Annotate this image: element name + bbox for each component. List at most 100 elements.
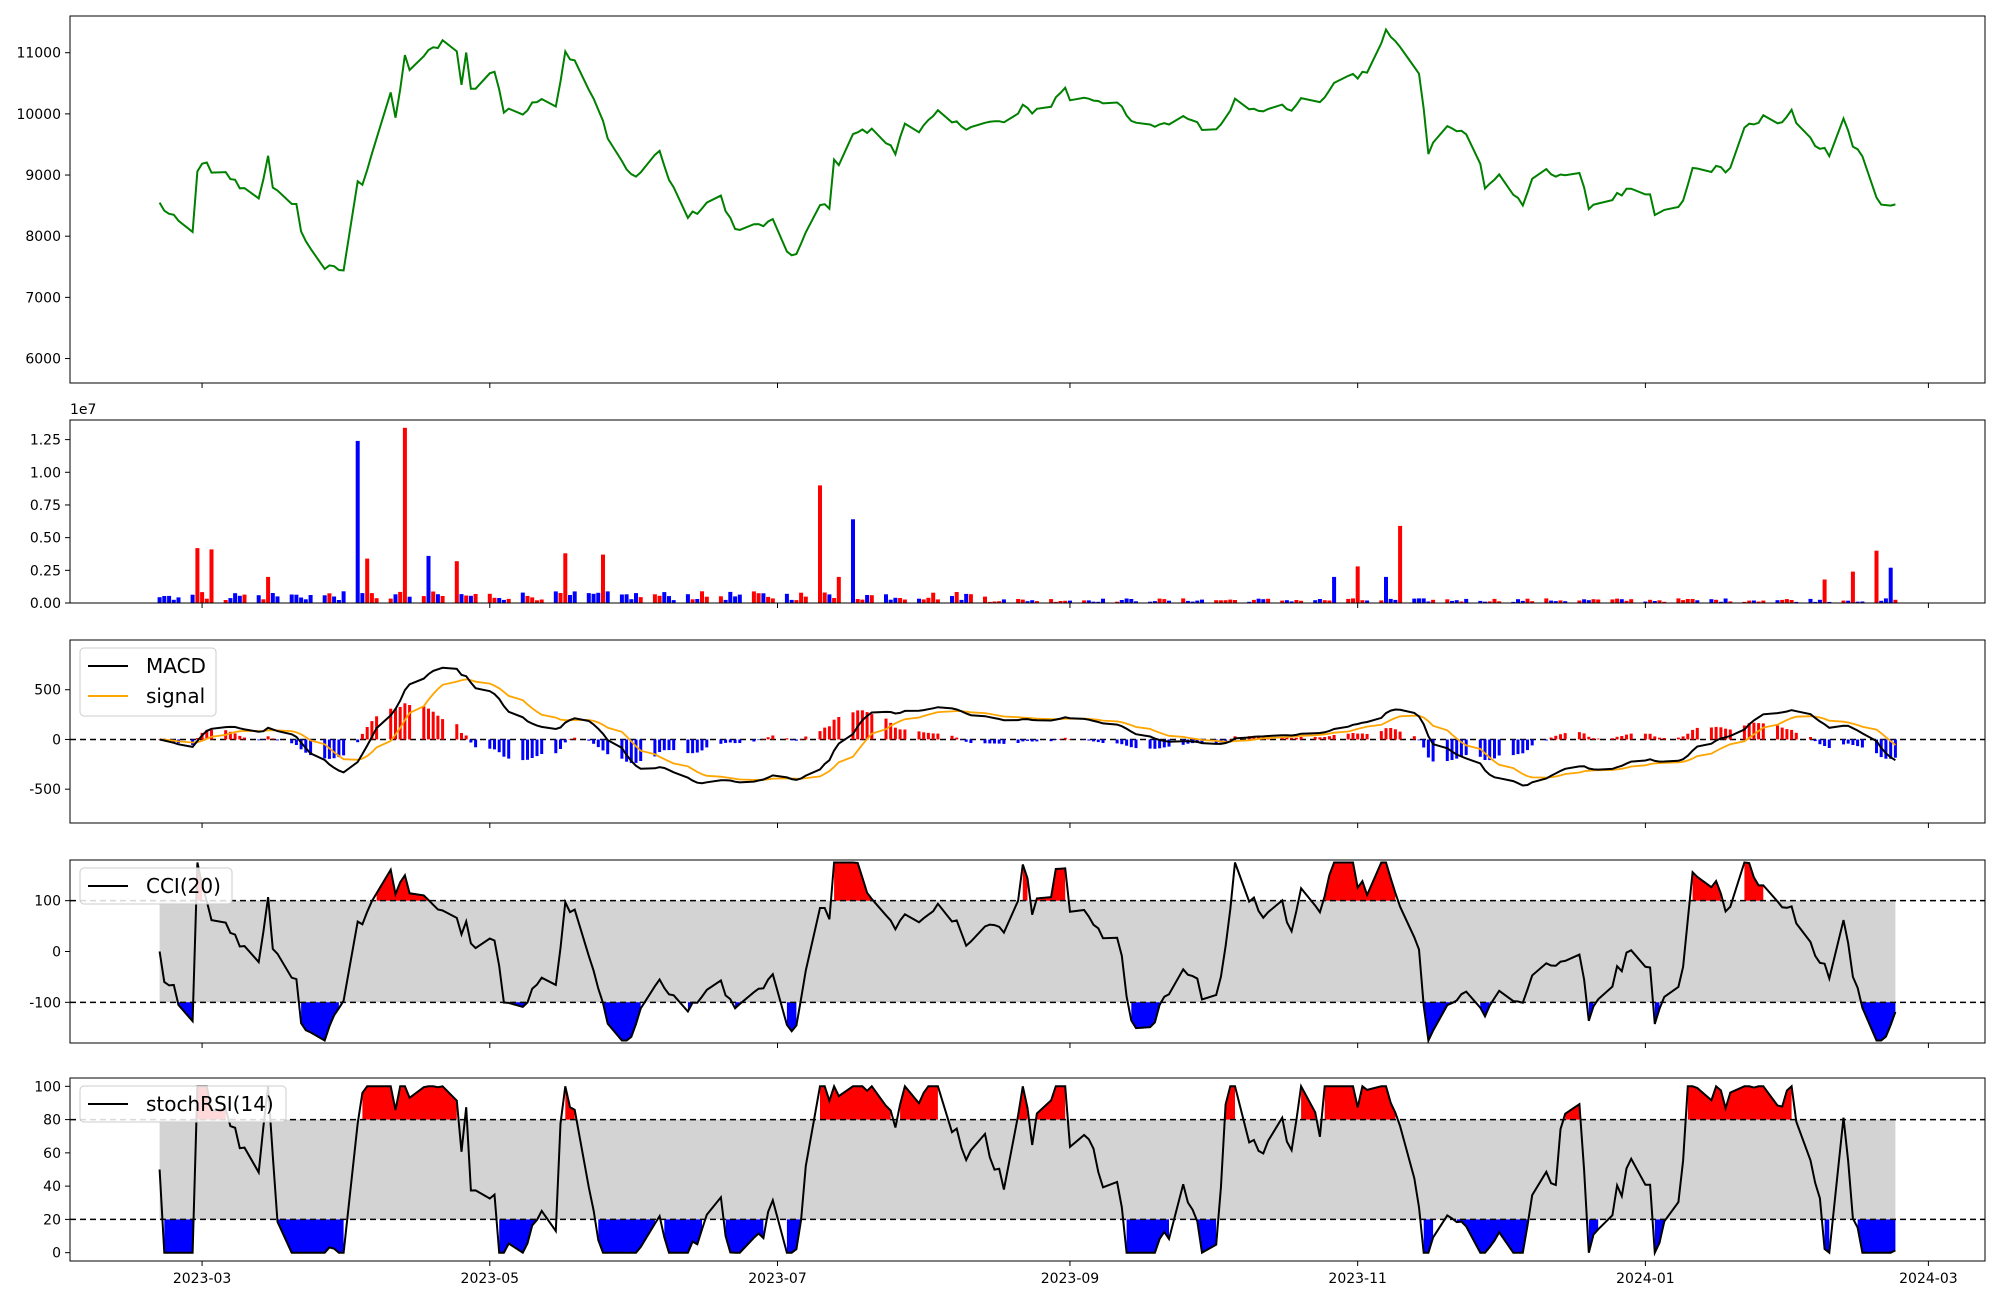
volume-bar bbox=[968, 594, 973, 603]
volume-bar bbox=[1068, 600, 1072, 603]
macd-histogram-bar bbox=[1577, 732, 1581, 740]
volume-bar bbox=[1525, 598, 1530, 603]
volume-bar bbox=[1148, 601, 1153, 603]
macd-histogram-bar bbox=[1087, 739, 1091, 741]
cci-neutral-band bbox=[159, 900, 1896, 1003]
macd-histogram-bar bbox=[785, 738, 789, 740]
macd-histogram-bar bbox=[573, 737, 577, 740]
stochrsi-overbought-fill bbox=[1036, 1086, 1066, 1120]
volume-ytick-label: 0.75 bbox=[30, 498, 61, 514]
volume-bar bbox=[539, 599, 544, 603]
x-tick-label: 2023-07 bbox=[748, 1271, 807, 1287]
volume-bar bbox=[1662, 601, 1667, 603]
macd-histogram-bar bbox=[488, 739, 492, 749]
volume-bar bbox=[865, 595, 870, 603]
cci-overbought-fill bbox=[834, 862, 872, 901]
volume-bar bbox=[992, 601, 997, 603]
volume-bar bbox=[1020, 599, 1025, 603]
macd-histogram-bar bbox=[1483, 739, 1487, 760]
volume-bar bbox=[1827, 601, 1832, 603]
macd-histogram-bar bbox=[686, 739, 690, 754]
volume-bar bbox=[1223, 600, 1228, 603]
volume-bar bbox=[520, 592, 525, 603]
macd-histogram-bar bbox=[1563, 733, 1567, 740]
macd-histogram-bar bbox=[893, 727, 897, 740]
volume-bar bbox=[492, 597, 497, 603]
macd-histogram-bar bbox=[1724, 728, 1728, 740]
macd-histogram-bar bbox=[667, 739, 671, 751]
volume-bar bbox=[1431, 599, 1436, 603]
volume-bar bbox=[393, 594, 398, 603]
volume-bar bbox=[402, 427, 407, 603]
macd-histogram-bar bbox=[464, 735, 468, 740]
volume-bar bbox=[1162, 599, 1167, 603]
volume-bar bbox=[997, 601, 1002, 603]
price-panel: 6000 7000 8000 9000 10000 11000 bbox=[16, 15, 1986, 384]
stochrsi-ytick-label: 40 bbox=[43, 1179, 61, 1195]
macd-histogram-bar bbox=[257, 739, 261, 741]
volume-bar bbox=[1652, 601, 1657, 603]
cci-ytick-label: -100 bbox=[29, 995, 61, 1011]
macd-histogram-bar bbox=[299, 739, 303, 750]
volume-ytick-label: 1.00 bbox=[30, 465, 61, 481]
macd-histogram-bar bbox=[563, 739, 567, 743]
volume-bar bbox=[1134, 601, 1138, 603]
volume-bar bbox=[299, 597, 304, 603]
macd-histogram-bar bbox=[1818, 739, 1822, 745]
macd-histogram-bar bbox=[587, 739, 591, 741]
volume-bar bbox=[1157, 598, 1162, 603]
macd-histogram-bar bbox=[837, 717, 841, 740]
volume-bar bbox=[176, 597, 181, 603]
stochrsi-axes-frame bbox=[69, 1077, 1986, 1262]
volume-bar bbox=[270, 593, 275, 603]
volume-bar bbox=[1322, 600, 1327, 603]
price-ytick-label: 8000 bbox=[25, 229, 61, 245]
cci-oversold-fill bbox=[1862, 1002, 1896, 1041]
volume-bar bbox=[1016, 599, 1021, 603]
macd-histogram-bar bbox=[1148, 739, 1152, 749]
price-axes-frame bbox=[69, 15, 1986, 384]
macd-histogram-bar bbox=[540, 739, 544, 754]
macd-histogram-bar bbox=[950, 735, 954, 740]
volume-bar bbox=[1544, 598, 1549, 603]
volume-bar bbox=[568, 595, 572, 603]
macd-histogram-bar bbox=[761, 738, 765, 740]
stochrsi-oversold-fill bbox=[1126, 1219, 1169, 1253]
x-axis: 2023-03 2023-05 2023-07 2023-09 2023-11 2024-… bbox=[173, 383, 1958, 1287]
macd-histogram-bar bbox=[931, 733, 935, 740]
macd-histogram-bar bbox=[238, 735, 242, 740]
macd-histogram-bar bbox=[1686, 733, 1690, 740]
price-line bbox=[158, 27, 1896, 272]
macd-histogram-bar bbox=[243, 737, 246, 740]
volume-bar bbox=[1723, 598, 1728, 603]
macd-histogram-bar bbox=[1860, 739, 1864, 748]
macd-histogram-bar bbox=[309, 739, 313, 756]
stochrsi-oversold-fill bbox=[499, 1219, 537, 1253]
macd-histogram-bar bbox=[1129, 739, 1133, 748]
stochrsi-oversold-fill bbox=[786, 1219, 802, 1253]
macd-histogram-bar bbox=[1559, 734, 1562, 740]
macd-histogram-bar bbox=[705, 739, 709, 748]
volume-y-ticks: 0.00 0.25 0.50 0.75 1.00 1.25 bbox=[30, 433, 70, 612]
price-ytick-label: 10000 bbox=[16, 107, 61, 123]
macd-histogram-bar bbox=[757, 739, 761, 741]
macd-histogram-bar bbox=[1761, 723, 1765, 740]
macd-histogram-bar bbox=[1615, 736, 1619, 740]
volume-bar bbox=[1619, 599, 1624, 603]
price-ytick-label: 9000 bbox=[25, 168, 61, 184]
macd-histogram-bar bbox=[233, 733, 237, 740]
volume-bar bbox=[888, 599, 893, 603]
x-tick-label: 2023-09 bbox=[1041, 1271, 1100, 1287]
volume-bar bbox=[619, 594, 624, 603]
macd-histogram-bar bbox=[1691, 729, 1695, 740]
macd-histogram-bar bbox=[1332, 735, 1336, 740]
volume-ytick-label: 0.50 bbox=[30, 531, 61, 547]
macd-histogram-bar bbox=[827, 726, 831, 740]
macd-histogram-bar bbox=[823, 727, 827, 740]
macd-ytick-label: -500 bbox=[29, 782, 61, 798]
macd-histogram-bar bbox=[629, 739, 633, 763]
volume-bar bbox=[884, 594, 888, 603]
macd-histogram-bar bbox=[535, 739, 539, 757]
macd-histogram-bar bbox=[870, 714, 874, 740]
